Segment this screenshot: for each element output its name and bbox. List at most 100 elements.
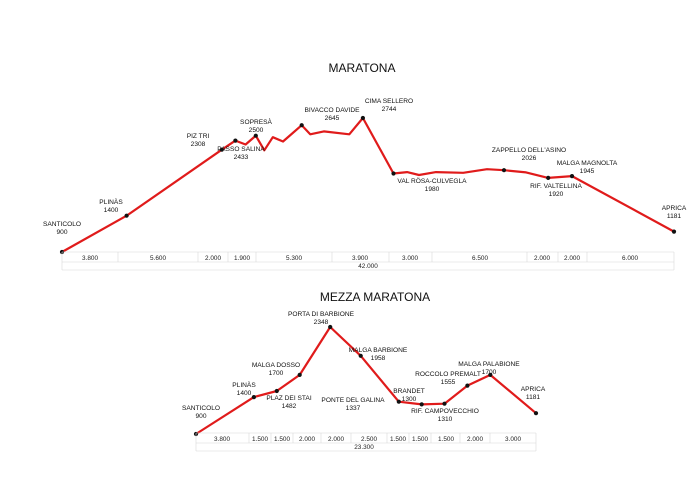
half-point-6-name: PONTE DEL GALINA [321, 397, 385, 404]
marathon-point-9-elev: 1920 [549, 191, 564, 198]
half-waypoint-11 [533, 411, 539, 416]
marathon-point-2-name: PIZ TRI [187, 133, 210, 140]
marathon-segment-9: 2.000 [564, 255, 580, 262]
marathon-waypoint-10 [569, 174, 575, 179]
marathon-point-7-elev: 1980 [425, 186, 440, 193]
half-segment-6: 1.500 [390, 436, 406, 443]
marathon-point-8-name: ZAPPELLO DELL'ASINO [492, 147, 566, 154]
marathon-segment-4: 5.300 [286, 255, 302, 262]
marathon-segment-10: 6.000 [622, 255, 638, 262]
marathon-waypoint-9 [546, 175, 551, 180]
half-point-2-name: PLAZ DEI STAI [266, 395, 311, 402]
half-segment-9: 2.000 [467, 436, 483, 443]
half-waypoint-6 [396, 399, 401, 404]
marathon-waypoint-6 [360, 115, 365, 121]
marathon-segment-7: 6.500 [472, 255, 488, 262]
marathon-segment-3: 1.900 [234, 255, 250, 262]
marathon-waypoint-7 [391, 171, 396, 176]
half-waypoint-3 [297, 372, 302, 377]
half-point-7-elev: 1300 [402, 396, 417, 403]
half-point-4-elev: 2348 [314, 319, 329, 326]
marathon-waypoint-11 [671, 229, 677, 234]
half-point-9-name: ROCCOLO PREMALT [415, 371, 481, 378]
marathon-point-7-name: VAL RÖSA-CULVEGLA [397, 177, 467, 185]
half-point-8-elev: 1310 [438, 416, 453, 423]
half-marathon-segment-labels: 3.800 1.500 1.500 2.000 2.000 2.500 1.50… [214, 436, 521, 451]
half-marathon-distance-ruler [195, 432, 537, 452]
half-point-3-name: MALGA DOSSO [252, 362, 300, 369]
marathon-waypoint-4 [253, 133, 258, 138]
half-segment-2: 1.500 [274, 436, 290, 443]
marathon-segment-1: 5.600 [150, 255, 166, 262]
half-point-9-elev: 1555 [441, 379, 456, 386]
marathon-point-4-elev: 2500 [249, 127, 264, 134]
half-segment-8: 1.500 [438, 436, 454, 443]
marathon-point-5-name: BIVACCO DAVIDE [304, 107, 360, 114]
half-point-8-name: RIF. CAMPOVECCHIO [411, 408, 479, 415]
half-marathon-waypoints [193, 324, 539, 437]
marathon-point-10-elev: 1945 [580, 168, 595, 175]
half-point-11-name: APRICA [521, 386, 546, 393]
half-segment-7: 1.500 [412, 436, 428, 443]
half-point-6-elev: 1337 [346, 405, 361, 412]
marathon-point-10-name: MALGA MAGNOLTA [557, 160, 618, 167]
half-point-3-elev: 1700 [269, 370, 284, 377]
marathon-distance-ruler [61, 251, 675, 271]
half-segment-0: 3.800 [214, 436, 230, 443]
half-point-10-elev: 1700 [482, 369, 497, 376]
marathon-chart: MARATONA SANTICOLO 900 PLINÀS 1400 PIZ T… [43, 61, 687, 271]
marathon-segment-5: 3.900 [352, 255, 368, 262]
marathon-waypoint-5 [299, 123, 304, 128]
half-marathon-title: MEZZA MARATONA [320, 290, 430, 304]
marathon-point-3-name: PASSO SALINA [217, 146, 265, 153]
half-segment-4: 2.000 [328, 436, 344, 443]
marathon-waypoint-2 [219, 147, 224, 152]
marathon-point-11-name: APRICA [662, 205, 687, 212]
half-marathon-chart: MEZZA MARATONA SANTICOLO 900 PLINÀS 1400… [182, 290, 546, 452]
half-point-4-name: PORTA DI BARBIONE [288, 311, 355, 318]
half-waypoint-5 [358, 353, 363, 358]
marathon-point-4-name: SOPRESÀ [240, 117, 272, 126]
marathon-segment-8: 2.000 [534, 255, 550, 262]
marathon-point-2-elev: 2308 [191, 141, 206, 148]
marathon-labels: SANTICOLO 900 PLINÀS 1400 PIZ TRI 2308 P… [43, 98, 687, 236]
marathon-total-distance: 42.000 [358, 263, 378, 270]
marathon-segment-0: 3.800 [82, 255, 98, 262]
marathon-segment-labels: 3.800 5.600 2.000 1.900 5.300 3.900 3.00… [82, 255, 638, 270]
marathon-title: MARATONA [329, 61, 396, 75]
half-point-0-name: SANTICOLO [182, 405, 220, 412]
half-marathon-labels: SANTICOLO 900 PLINÀS 1400 PLAZ DEI STAI … [182, 311, 546, 423]
half-marathon-profile-line [195, 325, 537, 435]
half-segment-10: 3.000 [505, 436, 521, 443]
half-waypoint-9 [465, 383, 470, 388]
marathon-point-1-elev: 1400 [104, 207, 119, 214]
half-point-5-elev: 1958 [371, 355, 386, 362]
marathon-waypoint-8 [501, 168, 507, 173]
half-waypoint-7 [419, 402, 424, 407]
half-point-10-name: MALGA PALABIONE [458, 361, 520, 368]
marathon-segment-6: 3.000 [402, 255, 418, 262]
half-point-7-name: BRANDET [393, 388, 425, 395]
marathon-waypoint-1 [124, 213, 129, 218]
half-segment-1: 1.500 [252, 436, 268, 443]
half-segment-3: 2.000 [299, 436, 315, 443]
marathon-point-6-name: CIMA SELLERO [365, 98, 413, 105]
marathon-point-0-elev: 900 [56, 229, 67, 236]
half-waypoint-4 [328, 324, 333, 330]
marathon-profile-line [61, 116, 675, 253]
marathon-point-11-elev: 1181 [667, 213, 682, 220]
marathon-point-6-elev: 2744 [382, 106, 397, 113]
half-point-1-name: PLINÀS [232, 380, 256, 389]
marathon-point-5-elev: 2645 [325, 115, 340, 122]
half-segment-5: 2.500 [361, 436, 377, 443]
marathon-waypoints [59, 115, 677, 255]
half-point-5-name: MALGA BARBIONE [349, 347, 408, 354]
half-total-distance: 23.300 [354, 444, 374, 451]
marathon-point-1-name: PLINÀS [99, 197, 123, 206]
marathon-waypoint-3 [233, 138, 238, 143]
half-point-2-elev: 1482 [282, 403, 297, 410]
marathon-point-0-name: SANTICOLO [43, 221, 81, 228]
marathon-segment-2: 2.000 [205, 255, 221, 262]
